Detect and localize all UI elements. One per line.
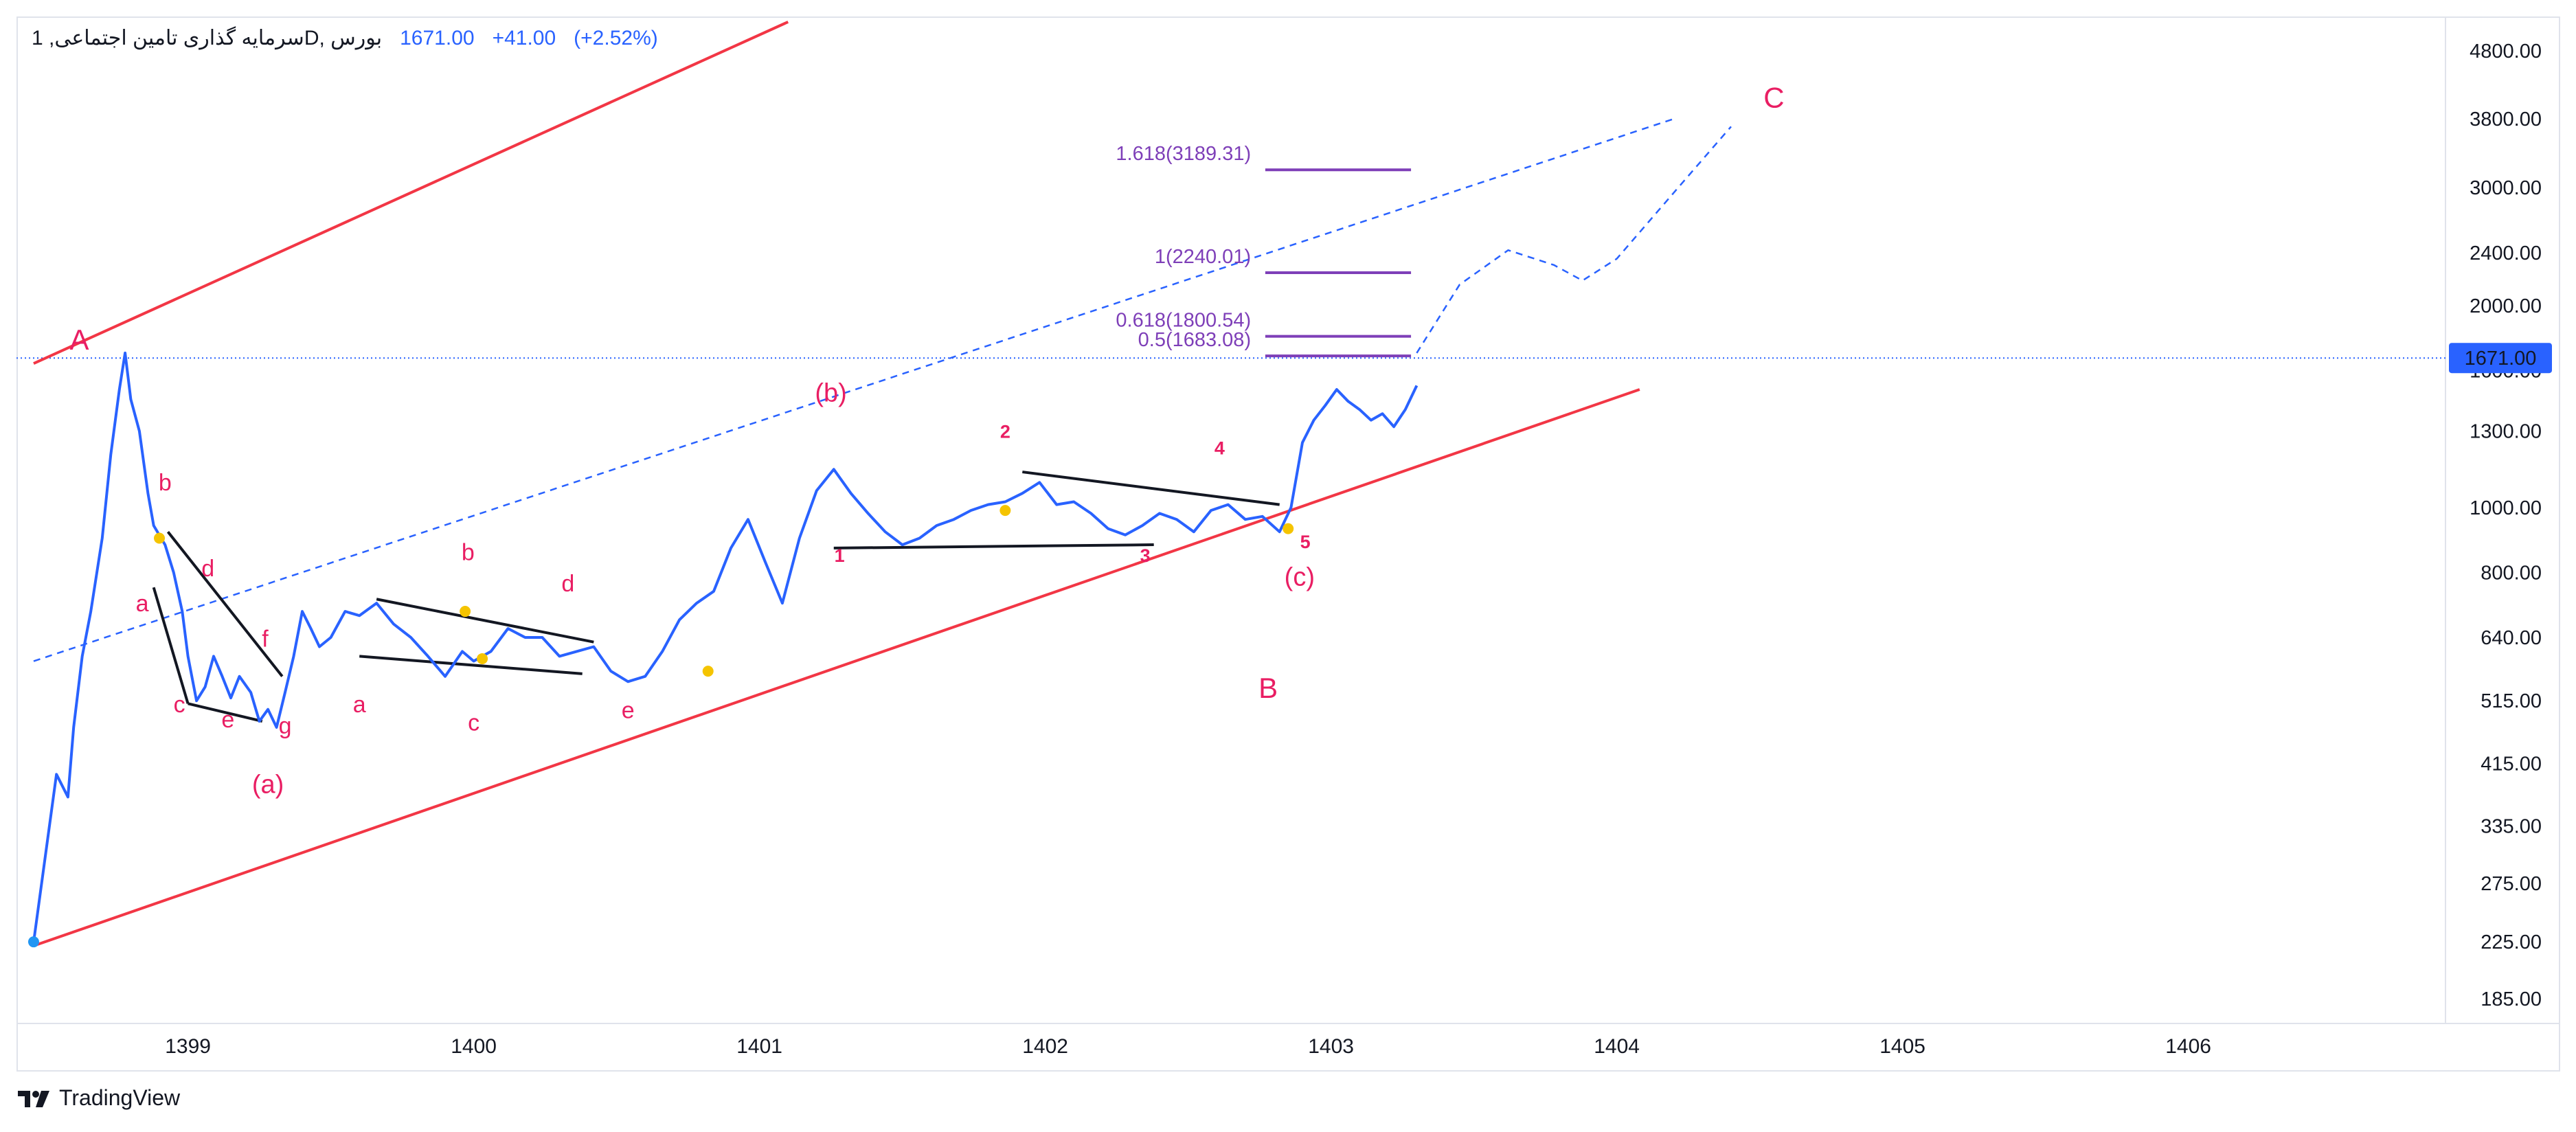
fib-level-label: 0.618(1800.54)	[1116, 310, 1251, 332]
wave-label: e	[221, 707, 234, 733]
wave-label: g	[279, 713, 292, 739]
y-tick-label: 3800.00	[2470, 109, 2542, 131]
x-tick-label: 1400	[451, 1035, 497, 1058]
wave-label: 5	[1300, 532, 1311, 552]
price-series-line	[32, 351, 1419, 942]
tradingview-logo-icon	[18, 1090, 49, 1107]
symbol-title[interactable]: سرمایه گذاری تامین اجتماعی, 1D, بورس	[32, 27, 383, 49]
fib-level-label: 1(2240.01)	[1155, 246, 1251, 268]
upper-channel-line	[33, 21, 789, 365]
fib-level-label: 1.618(3189.31)	[1116, 143, 1251, 165]
wave-label: 1	[835, 545, 845, 566]
wave-label: 4	[1214, 438, 1225, 459]
trend-line-1	[166, 530, 284, 677]
wave-label: d	[561, 571, 574, 597]
x-tick-label: 1403	[1308, 1035, 1354, 1058]
x-tick-label: 1404	[1594, 1035, 1640, 1058]
wave-label: b	[159, 470, 172, 496]
trend-line-7	[1022, 471, 1280, 506]
trend-line-2	[152, 587, 190, 704]
wave-label: e	[622, 698, 635, 724]
y-tick-label: 335.00	[2481, 815, 2542, 837]
price-change: +41.00	[492, 26, 556, 49]
pivot-marker	[477, 653, 488, 664]
pivot-marker	[154, 532, 165, 544]
fib-level-label: 0.5(1683.08)	[1138, 329, 1251, 351]
wave-label: (a)	[252, 771, 284, 800]
lower-channel-line	[33, 388, 1640, 947]
tradingview-brand[interactable]: TradingView	[16, 1085, 180, 1111]
y-tick-label: 1000.00	[2470, 497, 2542, 519]
wave-label: c	[174, 692, 185, 718]
y-tick-label: 1300.00	[2470, 421, 2542, 443]
trend-line-3	[188, 702, 263, 723]
x-tick-label: 1405	[1879, 1035, 1925, 1058]
last-price-badge-label: 1671.00	[2465, 348, 2537, 370]
wave-label: B	[1258, 672, 1278, 704]
y-tick-label: 275.00	[2481, 873, 2542, 895]
wave-label: (c)	[1285, 563, 1315, 591]
y-tick-label: 185.00	[2481, 988, 2542, 1010]
y-tick-label: 640.00	[2481, 627, 2542, 649]
pivot-marker	[999, 505, 1011, 517]
pivot-marker	[702, 666, 714, 677]
x-tick-label: 1401	[736, 1035, 782, 1058]
wave-label: b	[462, 539, 475, 565]
wave-label: A	[70, 324, 89, 356]
y-tick-label: 800.00	[2481, 562, 2542, 584]
chart-pane[interactable]	[16, 16, 2560, 1072]
wave-label: a	[353, 692, 366, 718]
wave-label: C	[1763, 82, 1784, 114]
x-tick-label: 1399	[165, 1035, 211, 1058]
trend-line-6	[833, 543, 1154, 550]
y-tick-label: 2000.00	[2470, 295, 2542, 317]
trend-line-5	[359, 655, 583, 675]
price-change-pct: (+2.52%)	[574, 26, 658, 49]
x-tick-label: 1406	[2165, 1035, 2211, 1058]
symbol-legend: سرمایه گذاری تامین اجتماعی, 1D, بورس 167…	[32, 26, 658, 50]
wave-label: d	[201, 556, 214, 582]
brand-name: TradingView	[59, 1085, 181, 1110]
series-start-marker	[27, 936, 39, 948]
trend-line-4	[376, 598, 594, 644]
wave-label: 2	[1000, 422, 1010, 442]
wave-label: f	[262, 626, 269, 653]
y-tick-label: 4800.00	[2470, 41, 2542, 63]
y-tick-label: 515.00	[2481, 690, 2542, 712]
y-tick-label: 3000.00	[2470, 177, 2542, 199]
y-tick-label: 2400.00	[2470, 242, 2542, 264]
wave-label: (b)	[815, 378, 846, 407]
midline-dashed	[33, 117, 1675, 662]
wave-label: c	[468, 710, 479, 736]
projection-path	[1416, 126, 1732, 354]
wave-label: 3	[1140, 545, 1151, 566]
last-price-badge	[2449, 343, 2552, 374]
y-tick-label: 415.00	[2481, 754, 2542, 776]
y-tick-label: 225.00	[2481, 931, 2542, 953]
x-tick-label: 1402	[1022, 1035, 1068, 1058]
last-price: 1671.00	[400, 26, 475, 49]
pivot-marker	[460, 606, 471, 618]
pivot-marker	[1283, 523, 1294, 534]
wave-label: a	[136, 591, 149, 617]
